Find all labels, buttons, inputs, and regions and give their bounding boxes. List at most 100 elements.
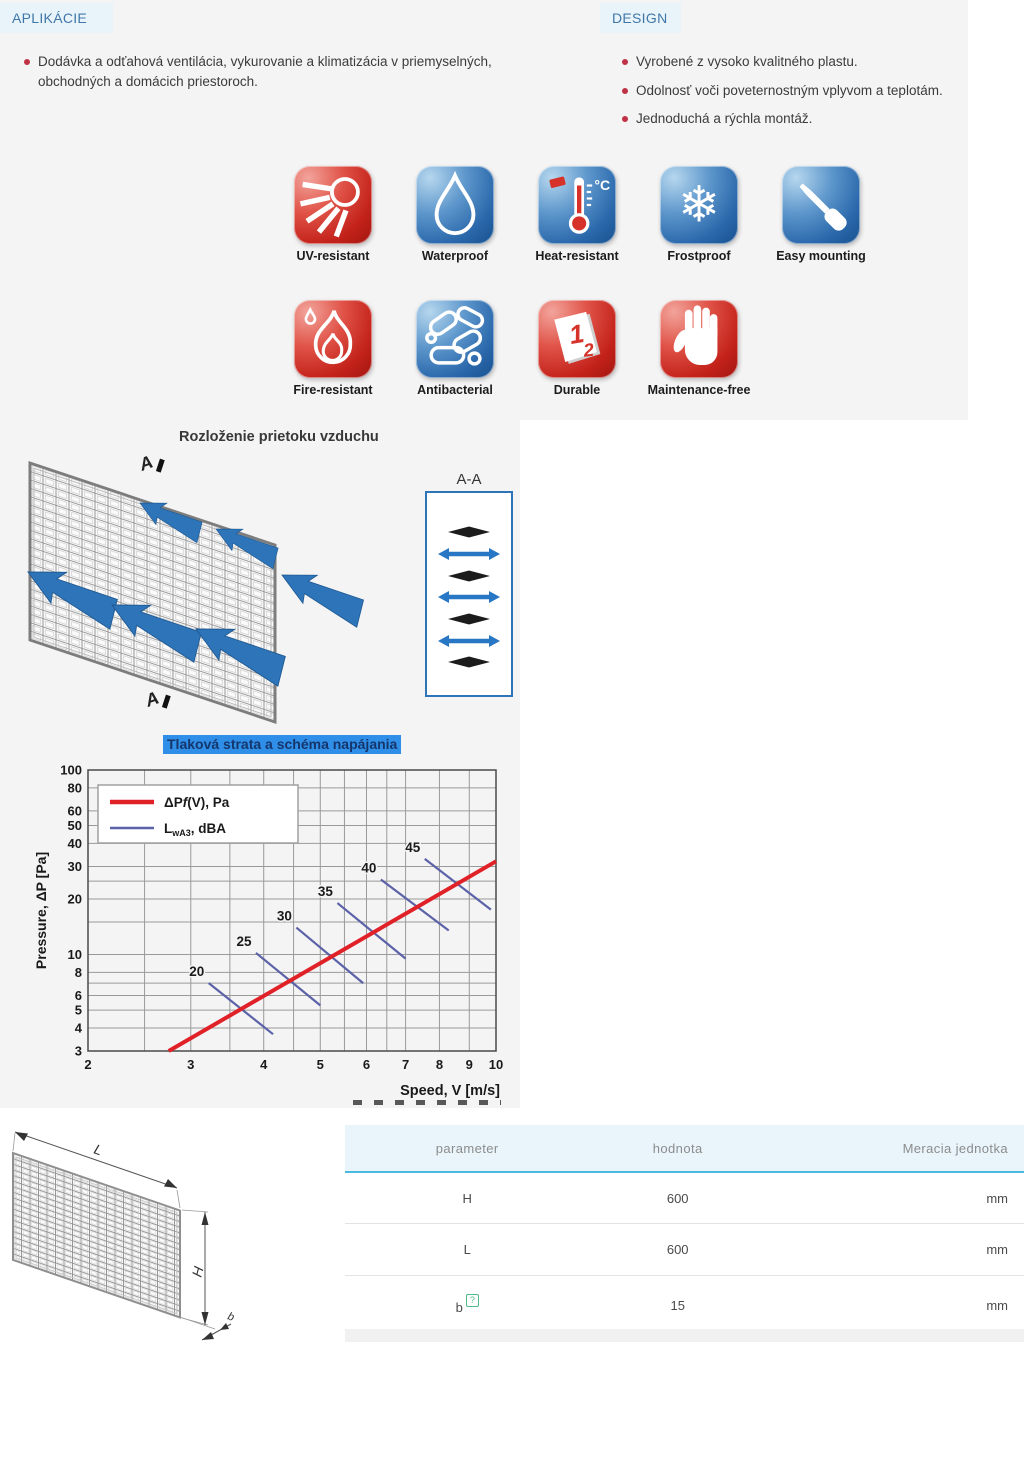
airflow-diagram: AA — [19, 452, 371, 724]
section-mark-top: A — [136, 452, 165, 476]
svg-text:1: 1 — [567, 318, 586, 350]
tooltip-icon[interactable]: ? — [465, 1294, 479, 1307]
feature-label: Frostproof — [667, 249, 731, 263]
uv-sun-icon — [294, 166, 372, 244]
noise-line-35 — [336, 902, 407, 960]
aa-label: A-A — [456, 471, 481, 488]
svg-text:3: 3 — [187, 1057, 194, 1072]
table-header-cell: Meracia jednotka — [902, 1140, 1008, 1156]
svg-text:A: A — [136, 452, 156, 476]
param-cell: H — [462, 1190, 472, 1206]
svg-text:6: 6 — [363, 1057, 370, 1072]
svg-text:35: 35 — [318, 884, 334, 899]
svg-text:LwA3, dBA: LwA3, dBA — [164, 821, 226, 838]
svg-text:20: 20 — [189, 964, 204, 979]
feature-badge-antibacterial: Antibacterial — [394, 300, 516, 397]
svg-text:5: 5 — [317, 1057, 324, 1072]
param-cell: b? — [345, 1294, 589, 1315]
unit-cell: mm — [986, 1297, 1008, 1313]
svg-text:45: 45 — [405, 840, 421, 855]
feature-badge-heat-resistant: °C Heat-resistant — [516, 166, 638, 263]
noise-line-40 — [380, 878, 450, 932]
section-aa-detail: A-A — [425, 471, 513, 697]
feature-label: Fire-resistant — [293, 383, 373, 397]
flame-icon — [294, 300, 372, 378]
svg-text:20: 20 — [68, 891, 82, 906]
feature-label: Maintenance-free — [647, 383, 751, 397]
table-header-cell: hodnota — [652, 1140, 703, 1156]
applications-list: Dodávka a odťahová ventilácia, vykurovan… — [20, 52, 525, 100]
table-row: L 600 mm — [345, 1224, 1024, 1276]
svg-text:25: 25 — [236, 934, 252, 949]
hand-icon — [660, 300, 738, 378]
svg-text:7: 7 — [402, 1057, 409, 1072]
feature-badges-row2: Fire-resistant Antibacterial 1 2 Durable Main… — [272, 300, 760, 397]
param-label: b — [455, 1300, 463, 1315]
svg-text:3: 3 — [75, 1044, 82, 1059]
svg-text:2: 2 — [84, 1057, 91, 1072]
svg-text:10: 10 — [68, 947, 82, 962]
louver-blade — [448, 526, 490, 538]
svg-text:30: 30 — [277, 909, 292, 924]
louver-blade — [448, 570, 490, 582]
feature-label: Waterproof — [421, 249, 489, 263]
feature-label: Easy mounting — [776, 249, 866, 263]
bullet-item: Vyrobené z vysoko kvalitného plastu. — [618, 52, 968, 72]
svg-text:A: A — [142, 688, 162, 712]
snowflake-icon: ❄ — [660, 166, 738, 244]
airflow-diagram-title: Rozloženie prietoku vzduchu — [179, 429, 379, 445]
noise-line-25 — [255, 952, 321, 1007]
airflow-double-arrow — [438, 591, 500, 603]
feature-badge-fire-resistant: Fire-resistant — [272, 300, 394, 397]
dimensions-drawing: L Hb — [12, 1131, 236, 1341]
svg-text:10: 10 — [489, 1057, 503, 1072]
unit-cell: mm — [986, 1190, 1008, 1206]
svg-text:❄: ❄ — [678, 175, 720, 233]
table-row: H 600 mm — [345, 1173, 1024, 1224]
y-axis-title: Pressure, ΔP [Pa] — [33, 852, 49, 969]
louver-blade — [448, 656, 490, 668]
applications-header: APLIKÁCIE — [0, 3, 113, 33]
feature-label: UV-resistant — [296, 249, 370, 263]
bacteria-icon — [416, 300, 494, 378]
svg-text:60: 60 — [68, 803, 82, 818]
param-cell: L — [463, 1242, 471, 1257]
feature-badges-row1: UV-resistant Waterproof °C Heat-resistant ❄ F… — [272, 166, 882, 263]
dim-label-L: L — [92, 1141, 105, 1159]
table-row: b? 15 mm — [345, 1276, 1024, 1335]
chart-legend: ΔPf(V), Pa LwA3, dBA — [97, 784, 299, 844]
svg-text:2: 2 — [582, 339, 596, 361]
value-cell: 600 — [666, 1190, 689, 1206]
svg-text:°C: °C — [594, 177, 610, 193]
screwdriver-icon — [782, 166, 860, 244]
svg-text:80: 80 — [68, 780, 82, 795]
table-header-cell: parameter — [435, 1140, 499, 1156]
svg-text:8: 8 — [75, 965, 82, 980]
value-cell: 600 — [666, 1242, 689, 1257]
dim-label-b: b — [226, 1310, 236, 1323]
feature-label: Heat-resistant — [535, 249, 619, 263]
svg-text:4: 4 — [75, 1020, 83, 1035]
pressure-curve — [167, 859, 498, 1053]
svg-text:5: 5 — [75, 1003, 82, 1018]
svg-text:4: 4 — [260, 1057, 268, 1072]
thermometer-icon: °C — [538, 166, 616, 244]
svg-text:100: 100 — [60, 763, 82, 778]
bullet-item: Jednoduchá a rýchla montáž. — [618, 109, 968, 129]
svg-text:9: 9 — [466, 1057, 473, 1072]
design-list: Vyrobené z vysoko kvalitného plastu. Odol… — [618, 52, 968, 138]
airflow-double-arrow — [438, 548, 500, 560]
table-header-row: parameter hodnota Meracia jednotka — [345, 1125, 1024, 1173]
feature-badge-waterproof: Waterproof — [394, 166, 516, 263]
cropped-text-fragment — [353, 1100, 501, 1105]
bullet-item: Odolnosť voči poveternostným vplyvom a t… — [618, 81, 968, 101]
svg-text:30: 30 — [68, 859, 82, 874]
design-header: DESIGN — [600, 3, 682, 33]
feature-badge-easy-mounting: Easy mounting — [760, 166, 882, 263]
svg-text:8: 8 — [436, 1057, 443, 1072]
table-footer-band — [345, 1329, 1024, 1342]
bullet-item: Dodávka a odťahová ventilácia, vykurovan… — [20, 52, 525, 91]
